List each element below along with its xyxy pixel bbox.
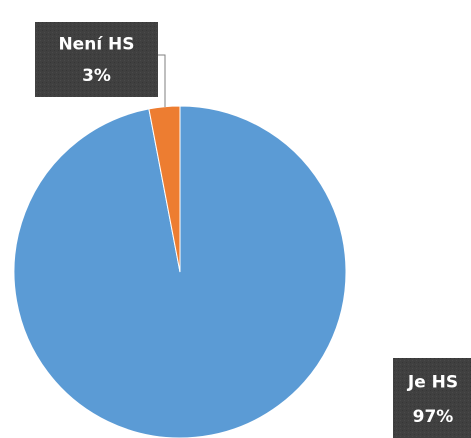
value-label: 97% (413, 407, 454, 427)
data-label-box (35, 22, 158, 97)
category-label: Není HS (58, 35, 134, 55)
value-label: 3% (82, 66, 111, 86)
category-label: Je HS (407, 373, 458, 393)
pie-slice (148, 105, 181, 273)
leader-line (158, 54, 166, 107)
data-label-box (393, 358, 471, 438)
